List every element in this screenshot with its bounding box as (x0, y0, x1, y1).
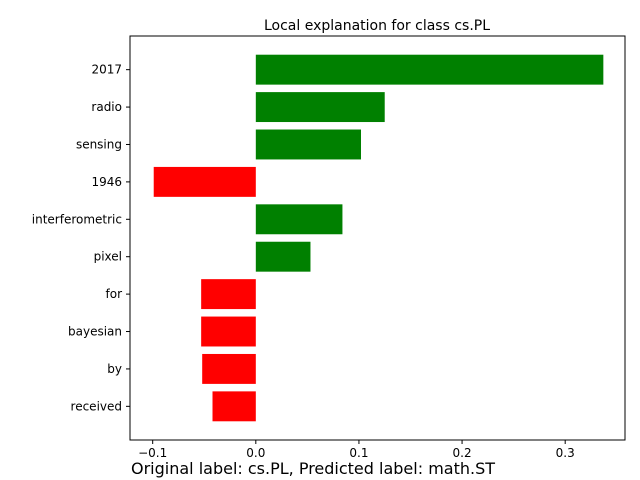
bar-interferometric (255, 204, 343, 235)
y-tick-label: bayesian (68, 325, 122, 339)
bar-radio (255, 92, 385, 123)
y-tick-label: by (107, 362, 122, 376)
x-tick-label: 0.3 (556, 446, 575, 460)
y-tick-label: 2017 (91, 63, 122, 77)
bar-by (202, 353, 256, 384)
y-tick-label: 1946 (91, 175, 122, 189)
chart-title: Local explanation for class cs.PL (264, 18, 490, 34)
bar-bayesian (201, 316, 256, 347)
label-caption: Original label: cs.PL, Predicted label: … (131, 459, 496, 478)
x-tick-label: 0.1 (349, 446, 368, 460)
y-tick-label: received (71, 399, 122, 413)
y-tick-label: for (106, 287, 123, 301)
y-axis-ticks: 2017 radio sensing 1946 interferometric pixel… (32, 63, 130, 413)
bar-1946 (153, 166, 256, 197)
x-tick-label: 0.0 (246, 446, 265, 460)
bar-sensing (255, 129, 361, 160)
bar-2017 (255, 54, 604, 85)
bars-group (153, 54, 604, 422)
bar-received (212, 391, 256, 422)
plot-frame (129, 35, 626, 441)
y-tick-label: sensing (76, 137, 122, 151)
x-axis-ticks: −0.1 0.0 0.1 0.2 0.3 (138, 440, 575, 460)
x-tick-label: −0.1 (138, 446, 167, 460)
bar-pixel (255, 241, 311, 272)
bar-for (201, 279, 256, 310)
y-tick-label: interferometric (32, 212, 122, 226)
y-tick-label: radio (91, 100, 122, 114)
x-tick-label: 0.2 (453, 446, 472, 460)
y-tick-label: pixel (94, 250, 122, 264)
